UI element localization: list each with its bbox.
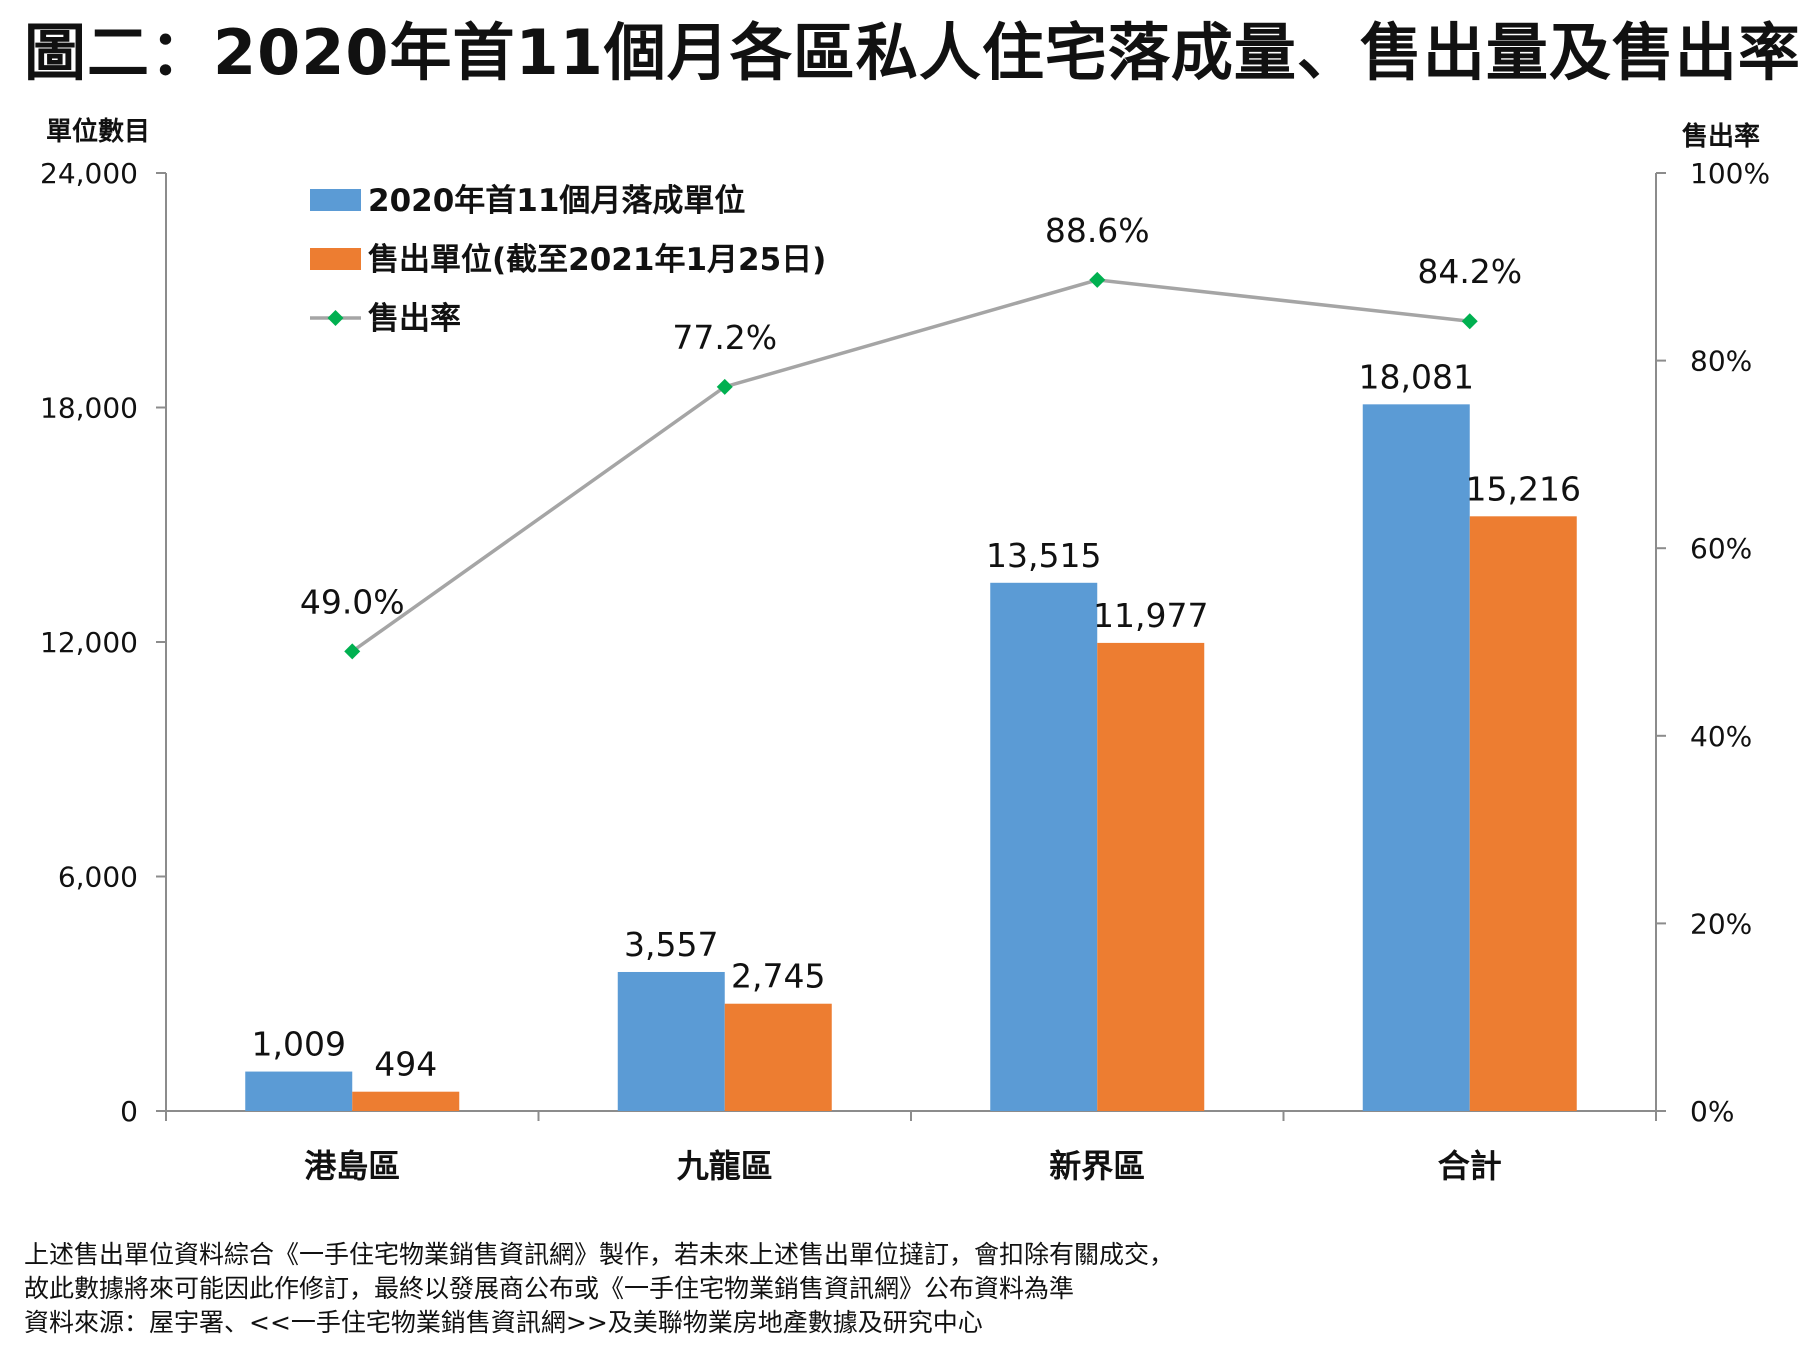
- sell-rate-line: [344, 271, 1478, 660]
- y2-tick-label: 60%: [1690, 532, 1752, 565]
- sell-rate-label: 88.6%: [1045, 211, 1150, 250]
- sell-rate-label: 49.0%: [300, 582, 405, 621]
- sell-rate-marker: [1089, 271, 1106, 288]
- x-tick-label: 合計: [1438, 1147, 1502, 1185]
- y-tick-label: 6,000: [58, 861, 138, 894]
- bar-value-label: 3,557: [624, 925, 718, 964]
- x-tick-label: 新界區: [1049, 1147, 1145, 1185]
- bar-value-label: 13,515: [986, 536, 1101, 575]
- footnote-line: 故此數據將來可能因此作修訂，最終以發展商公布或《一手住宅物業銷售資訊網》公布資料…: [24, 1274, 1075, 1303]
- sell-rate-polyline: [351, 278, 1470, 653]
- y-tick-label: 12,000: [40, 626, 138, 659]
- legend-label: 售出率: [368, 301, 461, 337]
- legend-marker: [327, 310, 344, 326]
- bar-value-label: 18,081: [1359, 357, 1474, 396]
- data-labels: 1,009 3,557 13,515 18,081 494 2,745 11,977 15,2…: [252, 211, 1581, 1084]
- x-tick-label: 港島區: [304, 1147, 400, 1185]
- sell-rate-marker: [1461, 313, 1478, 330]
- chart-title: 圖二：2020年首11個月各區私人住宅落成量、售出量及售出率: [24, 16, 1801, 89]
- bars: [245, 404, 1577, 1112]
- y-axis-title: 單位數目: [46, 116, 150, 147]
- y2-axis-title: 售出率: [1682, 121, 1760, 152]
- legend-swatch: [310, 189, 361, 211]
- sell-rate-label: 84.2%: [1417, 252, 1522, 291]
- y-tick-label: 24,000: [40, 157, 138, 190]
- bar: [990, 582, 1098, 1111]
- bar-value-label: 2,745: [731, 957, 825, 996]
- y2-tick-label: 40%: [1690, 720, 1752, 753]
- y-tick-label: 0: [120, 1095, 138, 1128]
- source-line: 資料來源：屋宇署、<<一手住宅物業銷售資訊網>>及美聯物業房地產數據及研究中心: [24, 1308, 983, 1337]
- y2-tick-label: 100%: [1690, 157, 1770, 190]
- combo-chart: 單位數目 售出率 0 6,000 12,000 18,000 24,000 0% 20% 40…: [40, 116, 1770, 1185]
- bar-value-label: 494: [374, 1045, 437, 1084]
- sell-rate-marker: [716, 378, 733, 395]
- y-tick-label: 18,000: [40, 392, 138, 425]
- bar: [1362, 404, 1470, 1112]
- bar-value-label: 15,216: [1466, 469, 1581, 508]
- legend-label: 2020年首11個月落成單位: [368, 183, 745, 219]
- bar: [1097, 642, 1205, 1111]
- bar: [352, 1091, 460, 1111]
- bar-value-label: 11,977: [1093, 596, 1208, 635]
- bar: [617, 971, 725, 1111]
- bar: [245, 1071, 353, 1111]
- sell-rate-marker: [344, 643, 361, 660]
- y2-tick-label: 0%: [1690, 1095, 1734, 1128]
- legend-label: 售出單位(截至2021年1月25日): [368, 242, 826, 278]
- bar: [1469, 516, 1577, 1111]
- sell-rate-label: 77.2%: [672, 318, 777, 357]
- bar-value-label: 1,009: [252, 1025, 346, 1064]
- bar: [724, 1003, 832, 1111]
- footnote-line: 上述售出單位資料綜合《一手住宅物業銷售資訊網》製作，若未來上述售出單位撻訂，會扣…: [24, 1240, 1175, 1269]
- y2-tick-label: 20%: [1690, 907, 1752, 940]
- legend-swatch: [310, 248, 361, 270]
- y2-tick-label: 80%: [1690, 345, 1752, 378]
- x-tick-label: 九龍區: [677, 1147, 773, 1185]
- footnotes: 上述售出單位資料綜合《一手住宅物業銷售資訊網》製作，若未來上述售出單位撻訂，會扣…: [24, 1238, 1174, 1340]
